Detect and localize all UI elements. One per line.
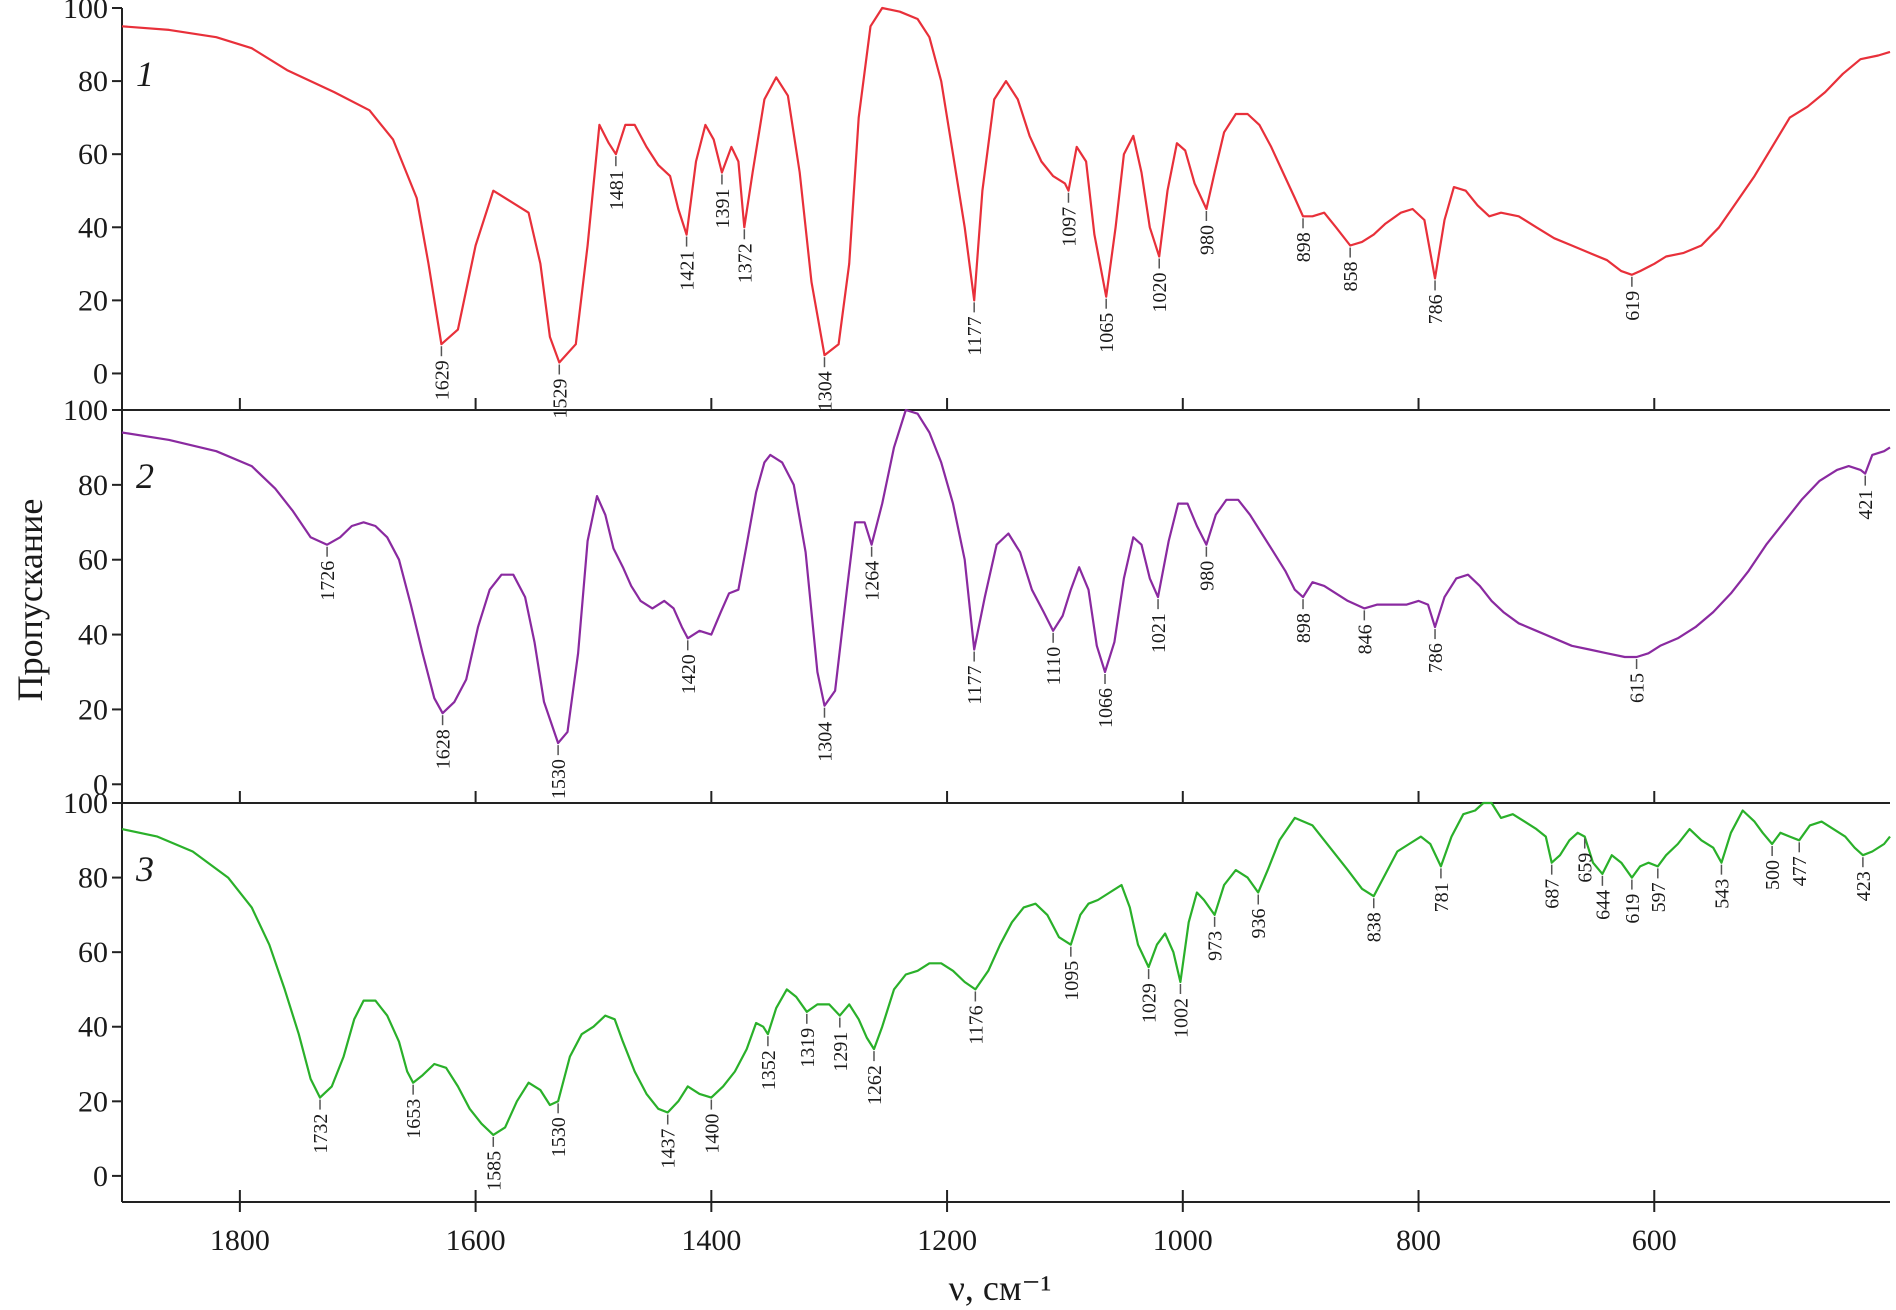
- x-axis-title: ν, см⁻¹: [949, 1268, 1052, 1308]
- peak-label: 898: [1293, 232, 1315, 262]
- peak-label: 1319: [797, 1028, 819, 1068]
- peak-label: 1530: [548, 759, 570, 799]
- y-tick-label: 100: [63, 394, 108, 427]
- peak-label: 1304: [815, 371, 837, 411]
- peak-label: 1291: [830, 1032, 852, 1072]
- panel-label: 1: [136, 54, 154, 94]
- peak-label: 858: [1340, 262, 1362, 292]
- peak-label: 1020: [1149, 273, 1171, 313]
- peak-label: 786: [1425, 643, 1447, 673]
- peak-label: 1002: [1170, 998, 1192, 1038]
- y-tick-label: 20: [78, 284, 108, 317]
- peak-label: 619: [1622, 894, 1644, 924]
- panel-labels: 1 2 3: [135, 54, 154, 889]
- x-tick-label: 800: [1396, 1224, 1441, 1257]
- peak-label: 980: [1196, 561, 1218, 591]
- peak-label: 1262: [864, 1065, 886, 1105]
- y-tick-label: 80: [78, 65, 108, 98]
- peak-label: 1481: [606, 170, 628, 210]
- peak-label: 936: [1248, 909, 1270, 939]
- peak-label: 1585: [483, 1151, 505, 1191]
- peak-label: 1095: [1061, 961, 1083, 1001]
- y-tick-label: 60: [78, 936, 108, 969]
- peak-label: 898: [1293, 613, 1315, 643]
- y-tick-label: 80: [78, 469, 108, 502]
- peak-label: 477: [1789, 856, 1811, 886]
- peak-label: 543: [1712, 879, 1734, 909]
- y-tick-label: 60: [78, 138, 108, 171]
- peak-label: 1177: [964, 316, 986, 355]
- y-tick-label: 40: [78, 211, 108, 244]
- peak-label: 846: [1354, 624, 1376, 654]
- peak-label: 659: [1575, 853, 1597, 883]
- peak-label: 1391: [712, 189, 734, 229]
- peak-label: 597: [1648, 882, 1670, 912]
- y-tick-label: 100: [63, 0, 108, 25]
- x-axis-ticks: 1800 1600 1400 1200 1000 800 600: [210, 398, 1677, 1257]
- y-tick-label: 20: [78, 693, 108, 726]
- y-tick-label: 40: [78, 1011, 108, 1044]
- spectrum-2-line: [121, 408, 1891, 745]
- x-tick-label: 1400: [681, 1224, 741, 1257]
- y-tick-label: 40: [78, 619, 108, 652]
- peak-label: 1264: [862, 561, 884, 601]
- panel-label: 3: [135, 849, 154, 889]
- peak-label: 1372: [734, 243, 756, 283]
- peak-label: 619: [1622, 291, 1644, 321]
- peak-label: 838: [1364, 912, 1386, 942]
- peak-label: 1352: [758, 1050, 780, 1090]
- peak-label: 421: [1855, 490, 1877, 520]
- peak-label: 1176: [965, 1005, 987, 1044]
- peak-label: 1400: [701, 1114, 723, 1154]
- y-tick-label: 0: [93, 357, 108, 390]
- x-tick-label: 1800: [210, 1224, 270, 1257]
- peak-label: 1628: [433, 729, 455, 769]
- peak-label: 1421: [677, 251, 699, 291]
- peak-label: 1629: [431, 360, 453, 400]
- spectrum-1-line: [121, 6, 1891, 364]
- peak-label: 644: [1592, 890, 1614, 920]
- peak-label: 615: [1627, 673, 1649, 703]
- panel-frames: [121, 8, 1890, 1203]
- y-tick-label: 100: [63, 787, 108, 820]
- peak-label: 1437: [658, 1129, 680, 1169]
- peak-label: 1420: [678, 654, 700, 694]
- x-tick-label: 600: [1632, 1224, 1677, 1257]
- spectrum-3-line: [121, 801, 1891, 1136]
- y-axis-title: Пропускание: [10, 499, 50, 702]
- peak-label: 1066: [1095, 688, 1117, 728]
- peak-label: 1065: [1096, 313, 1118, 353]
- peak-label: 1529: [549, 379, 571, 419]
- peak-label: 687: [1542, 879, 1564, 909]
- y-tick-label: 80: [78, 862, 108, 895]
- peak-label: 980: [1196, 225, 1218, 255]
- peak-label: 781: [1431, 882, 1453, 912]
- peak-label: 1177: [964, 666, 986, 705]
- peak-label: 1029: [1139, 983, 1161, 1023]
- peak-label: 1110: [1043, 647, 1065, 686]
- peak-label: 423: [1853, 871, 1875, 901]
- peak-label: 786: [1425, 294, 1447, 324]
- panel-label: 2: [136, 456, 154, 496]
- peak-label: 500: [1762, 860, 1784, 890]
- peak-label: 1653: [403, 1099, 425, 1139]
- peak-label: 1097: [1059, 207, 1081, 247]
- y-tick-label: 0: [93, 768, 108, 801]
- y-tick-label: 0: [93, 1160, 108, 1193]
- x-tick-label: 1600: [446, 1224, 506, 1257]
- peak-label: 1021: [1148, 613, 1170, 653]
- peak-label: 973: [1205, 931, 1227, 961]
- peak-label: 1726: [317, 561, 339, 601]
- peak-label: 1530: [548, 1117, 570, 1157]
- x-tick-label: 1000: [1153, 1224, 1213, 1257]
- peak-label: 1304: [815, 722, 837, 762]
- y-tick-label: 60: [78, 544, 108, 577]
- peak-label: 1732: [310, 1114, 332, 1154]
- y-tick-label: 20: [78, 1085, 108, 1118]
- spectrum-curves: [121, 6, 1891, 1136]
- x-tick-label: 1200: [917, 1224, 977, 1257]
